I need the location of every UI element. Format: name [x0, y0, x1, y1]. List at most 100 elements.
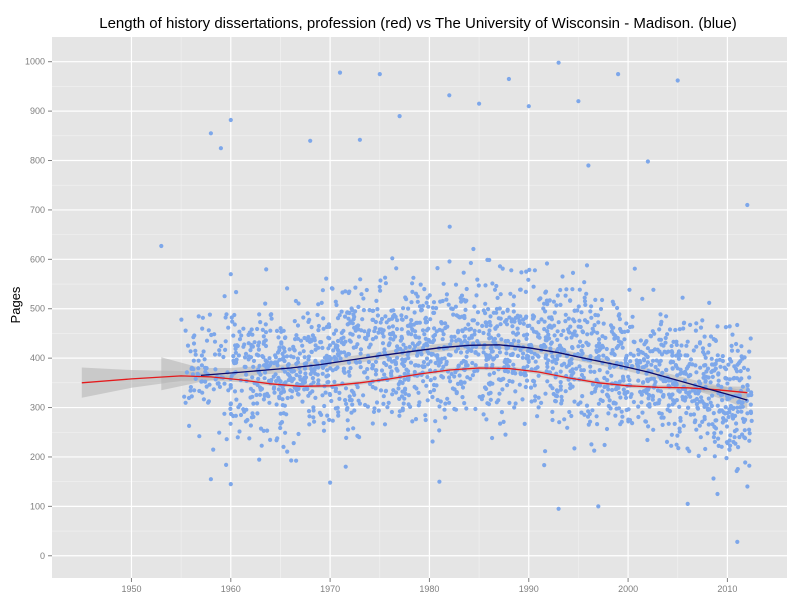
data-point — [510, 379, 515, 384]
data-point — [563, 312, 568, 317]
data-point — [226, 325, 231, 330]
data-point — [357, 435, 362, 440]
data-point — [257, 340, 262, 345]
data-point — [740, 416, 746, 421]
data-point — [289, 379, 294, 384]
data-point — [421, 345, 426, 350]
data-point — [596, 354, 601, 359]
data-point — [697, 399, 702, 404]
data-point — [690, 362, 695, 367]
data-point — [584, 403, 590, 408]
data-point — [447, 400, 452, 405]
data-point — [324, 374, 329, 379]
data-point — [188, 349, 193, 354]
data-point — [224, 312, 229, 317]
data-point — [195, 371, 200, 376]
data-point — [685, 339, 690, 344]
data-point — [196, 366, 201, 371]
data-point — [516, 339, 521, 344]
data-point — [407, 344, 412, 349]
data-point — [726, 362, 731, 367]
data-point — [719, 444, 724, 449]
data-point — [357, 401, 362, 406]
data-point — [686, 405, 691, 410]
data-point — [558, 387, 563, 392]
data-point — [705, 406, 711, 411]
data-point — [684, 390, 689, 395]
data-point — [415, 299, 420, 304]
data-point — [311, 408, 316, 413]
data-point — [568, 386, 573, 391]
data-point — [381, 394, 386, 399]
data-point — [618, 395, 623, 400]
data-point — [593, 312, 598, 318]
data-point — [468, 376, 473, 381]
data-point — [294, 333, 299, 338]
data-point — [550, 386, 555, 391]
data-point — [380, 331, 385, 336]
data-point — [260, 327, 265, 332]
data-point — [223, 315, 228, 320]
data-point — [598, 306, 604, 312]
data-point — [536, 320, 541, 325]
data-point — [364, 287, 369, 293]
data-point — [280, 403, 285, 408]
data-point — [554, 388, 560, 393]
data-point — [584, 291, 589, 296]
data-point — [711, 411, 716, 416]
data-point — [658, 358, 663, 363]
data-point — [616, 72, 621, 77]
data-point — [556, 320, 561, 325]
data-point — [714, 358, 719, 363]
data-point — [513, 371, 518, 376]
data-point — [221, 354, 226, 360]
data-point — [677, 426, 682, 431]
data-point — [553, 375, 558, 380]
data-point — [228, 421, 233, 426]
data-point — [636, 378, 641, 383]
data-point — [664, 314, 669, 319]
data-point — [747, 349, 752, 354]
data-point — [251, 358, 257, 363]
data-point — [605, 370, 610, 375]
data-point — [248, 348, 253, 353]
data-point — [515, 326, 520, 331]
data-point — [199, 353, 204, 358]
data-point — [434, 383, 439, 388]
data-point — [370, 366, 375, 371]
data-point — [327, 324, 332, 329]
data-point — [237, 429, 242, 434]
data-point — [472, 304, 477, 309]
data-point — [548, 341, 554, 346]
data-point — [347, 321, 352, 326]
data-point — [494, 306, 499, 312]
data-point — [674, 342, 679, 347]
data-point — [410, 328, 415, 333]
data-point — [345, 427, 351, 432]
data-point — [365, 333, 371, 338]
data-point — [647, 377, 652, 382]
data-point — [514, 332, 519, 337]
data-point — [228, 401, 233, 406]
data-point — [666, 349, 671, 354]
data-point — [531, 329, 537, 334]
data-point — [600, 297, 605, 303]
data-point — [700, 419, 705, 424]
data-point — [643, 419, 648, 424]
data-point — [495, 295, 500, 300]
data-point — [709, 369, 714, 375]
data-point — [454, 390, 459, 395]
data-point — [213, 367, 218, 372]
data-point — [278, 391, 284, 396]
data-point — [558, 287, 563, 293]
data-point — [352, 392, 357, 397]
data-point — [302, 355, 307, 360]
data-point — [442, 356, 447, 361]
data-point — [652, 331, 657, 336]
data-point — [678, 367, 683, 372]
data-point — [657, 349, 662, 354]
data-point — [282, 369, 287, 374]
data-point — [592, 448, 597, 453]
data-point — [712, 439, 718, 444]
data-point — [462, 380, 467, 385]
